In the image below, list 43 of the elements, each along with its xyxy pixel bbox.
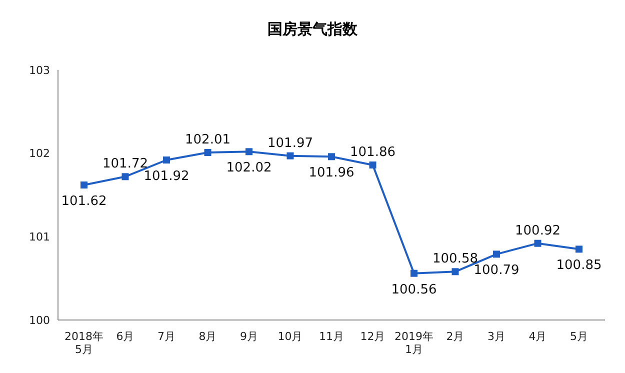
x-tick-label: 6月 bbox=[116, 330, 134, 343]
data-label: 102.01 bbox=[185, 132, 230, 148]
y-tick-label: 101 bbox=[29, 230, 50, 244]
data-label: 101.97 bbox=[268, 136, 313, 151]
point bbox=[534, 240, 542, 247]
x-tick-label: 2019年 1月 bbox=[394, 330, 434, 356]
x-tick-label: 9月 bbox=[240, 330, 258, 343]
data-label: 100.56 bbox=[391, 282, 437, 298]
x-tick-label: 2月 bbox=[446, 330, 464, 343]
y-tick-label: 103 bbox=[29, 64, 50, 77]
point bbox=[576, 246, 582, 253]
point bbox=[452, 268, 459, 276]
x-tick-label: 2018年 5月 bbox=[64, 330, 104, 356]
data-label: 101.62 bbox=[61, 194, 107, 209]
point bbox=[122, 173, 129, 180]
data-label: 101.86 bbox=[350, 145, 396, 160]
point bbox=[246, 148, 252, 156]
point bbox=[286, 152, 294, 160]
x-tick-label: 12月 bbox=[360, 330, 386, 343]
data-label: 101.92 bbox=[144, 169, 190, 184]
point bbox=[163, 156, 170, 164]
data-label: 100.79 bbox=[474, 263, 520, 278]
data-label: 101.96 bbox=[308, 166, 354, 181]
data-label: 102.02 bbox=[226, 160, 272, 176]
point bbox=[204, 149, 212, 156]
y-tick-label: 102 bbox=[29, 147, 50, 160]
point bbox=[369, 162, 376, 168]
x-tick-label: 8月 bbox=[198, 330, 217, 343]
chart-title: 国房景气指数 bbox=[266, 19, 358, 40]
data-label: 101.72 bbox=[102, 156, 148, 172]
x-tick-label: 10月 bbox=[278, 330, 303, 343]
x-tick-label: 7月 bbox=[158, 330, 176, 343]
data-label: 100.92 bbox=[515, 223, 560, 238]
point bbox=[328, 153, 335, 160]
x-tick-label: 11月 bbox=[319, 330, 344, 343]
x-tick-label: 3月 bbox=[488, 330, 506, 343]
point bbox=[80, 182, 88, 188]
data-label: 100.85 bbox=[556, 258, 602, 274]
point bbox=[493, 250, 500, 258]
x-tick-label: 5月 bbox=[570, 330, 588, 343]
y-tick-label: 100 bbox=[29, 314, 50, 327]
point bbox=[410, 270, 418, 277]
x-tick-label: 4月 bbox=[528, 330, 547, 343]
